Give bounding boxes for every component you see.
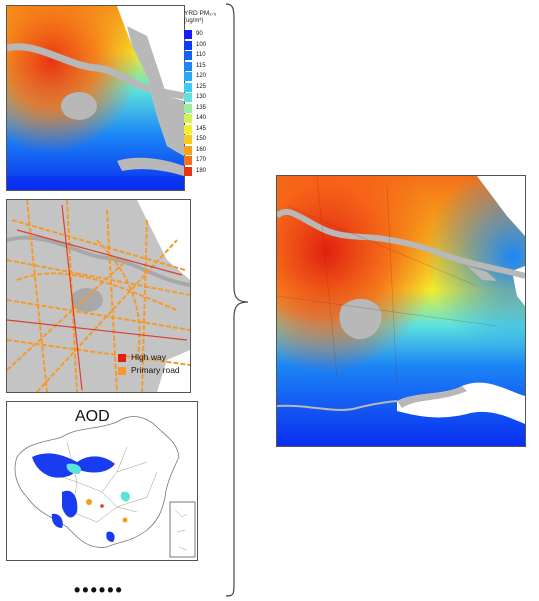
road-legend-highway: High way [118,352,180,365]
legend-swatch [184,114,192,123]
legend-swatch [184,82,192,92]
legend-row: 135 [184,103,244,113]
pm25-grid-svg [7,6,184,190]
legend-swatch [184,30,192,39]
legend-row: 90 [184,30,244,39]
legend-row: 145 [184,124,244,134]
aod-title: AOD [75,408,110,425]
legend-label: 120 [196,73,207,79]
legend-row: 180 [184,166,244,176]
right-brace [225,3,249,597]
legend-label: 150 [196,136,207,142]
primary-road-swatch [118,366,126,375]
aod-map [6,401,198,561]
legend-swatch [184,51,192,60]
legend-swatch [184,103,192,113]
legend-label: 130 [196,94,207,100]
pm25-legend: YRD PM₂.₅ (ug/m³) 90 100 110 115 120 125 130 13… [184,10,244,180]
legend-row: 110 [184,51,244,60]
legend-swatch [184,93,192,102]
legend-label: 110 [196,52,206,58]
legend-title: YRD PM₂.₅ [184,10,217,17]
legend-label: 145 [196,125,207,132]
road-legend: High way Primary road [118,352,180,378]
primary-road-label: Primary road [131,365,180,375]
legend-swatch [184,156,192,165]
legend-row: 125 [184,82,244,92]
legend-swatch [184,72,192,81]
ellipsis: •••••• [74,580,124,600]
legend-row: 130 [184,93,244,102]
highway-label: High way [131,352,166,362]
legend-label: 180 [196,167,207,174]
legend-swatch [184,145,192,155]
legend-swatch [184,124,192,134]
legend-row: 100 [184,40,244,50]
legend-label: 90 [196,31,203,37]
result-pm25-map [276,175,526,447]
legend-row: 160 [184,145,244,155]
legend-swatch [184,61,192,71]
legend-label: 160 [196,146,207,153]
legend-row: 115 [184,61,244,71]
legend-label: 115 [196,62,206,69]
road-network-map [6,199,191,393]
legend-row: 150 [184,135,244,144]
legend-label: 135 [196,104,207,111]
legend-label: 125 [196,83,207,90]
road-network-svg [7,200,190,392]
legend-row: 170 [184,156,244,165]
legend-swatch [184,135,192,144]
legend-label: 100 [196,41,207,48]
legend-swatch [184,166,192,176]
legend-label: 140 [196,115,207,121]
legend-unit: (ug/m³) [184,18,204,24]
legend-label: 170 [196,157,207,163]
pm25-grid-map [6,5,185,191]
legend-row: 140 [184,114,244,123]
legend-row: 120 [184,72,244,81]
road-legend-primary: Primary road [118,365,180,378]
legend-swatch [184,40,192,50]
highway-swatch [118,353,126,362]
result-map-svg [277,176,525,446]
aod-map-svg [7,402,197,560]
